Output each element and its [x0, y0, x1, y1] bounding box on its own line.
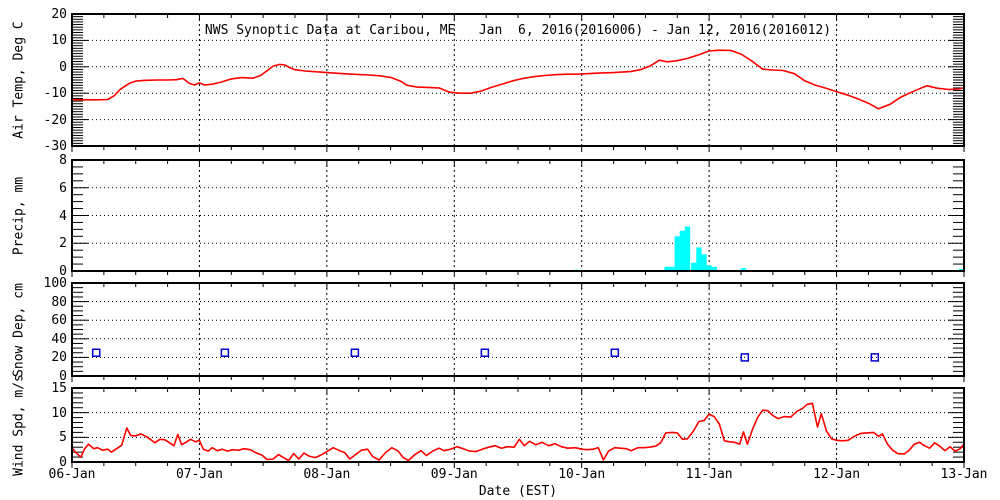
wind-speed-y-tick-label: 5 [59, 430, 67, 446]
wind-speed-y-tick-label: 15 [51, 381, 67, 396]
chart-title: NWS Synoptic Data at Caribou, ME Jan 6, … [204, 23, 832, 38]
x-tick-label: 06-Jan [48, 467, 96, 482]
x-tick-label: 13-Jan [940, 467, 988, 482]
precipitation-y-tick-label: 2 [59, 236, 67, 252]
precipitation-y-tick-label: 4 [59, 208, 67, 224]
air-temperature-y-tick-label: -30 [43, 139, 67, 154]
x-tick-label: 09-Jan [430, 467, 478, 482]
wind-speed-y-tick-label: 10 [51, 405, 67, 421]
air-temperature-y-tick-label: -20 [43, 112, 67, 128]
precipitation-y-tick-label: 6 [59, 180, 67, 196]
air-temperature-y-tick-label: -10 [43, 86, 67, 102]
snow-depth-y-tick-label: 0 [59, 369, 67, 384]
snow-depth-y-axis-title: Snow Dep, cm [11, 282, 27, 377]
precipitation-y-tick-label: 8 [59, 153, 67, 168]
wind-speed-y-tick-label: 0 [59, 455, 67, 470]
x-tick-label: 08-Jan [303, 467, 351, 482]
x-tick-label: 12-Jan [813, 467, 861, 482]
air-temperature-y-tick-label: 10 [51, 33, 67, 49]
x-tick-label: 10-Jan [558, 467, 606, 482]
precipitation-y-axis-title: Precip, mm [11, 176, 27, 255]
snow-depth-y-tick-label: 60 [51, 313, 67, 329]
snow-depth-y-tick-label: 100 [43, 276, 67, 291]
x-tick-label: 07-Jan [175, 467, 223, 482]
air-temperature-y-tick-label: 0 [59, 59, 67, 75]
snow-depth-y-tick-label: 40 [51, 331, 67, 347]
x-axis-title: Date (EST) [478, 484, 558, 499]
air-temperature-y-axis-title: Air Temp, Deg C [11, 21, 27, 139]
snow-depth-y-tick-label: 20 [51, 350, 67, 366]
air-temperature-y-tick-label: 20 [51, 7, 67, 22]
snow-depth-y-tick-label: 80 [51, 294, 67, 310]
x-tick-label: 11-Jan [685, 467, 733, 482]
wind-speed-y-axis-title: Wind Spd, m/s [11, 374, 27, 476]
precipitation-y-tick-label: 0 [59, 264, 67, 279]
